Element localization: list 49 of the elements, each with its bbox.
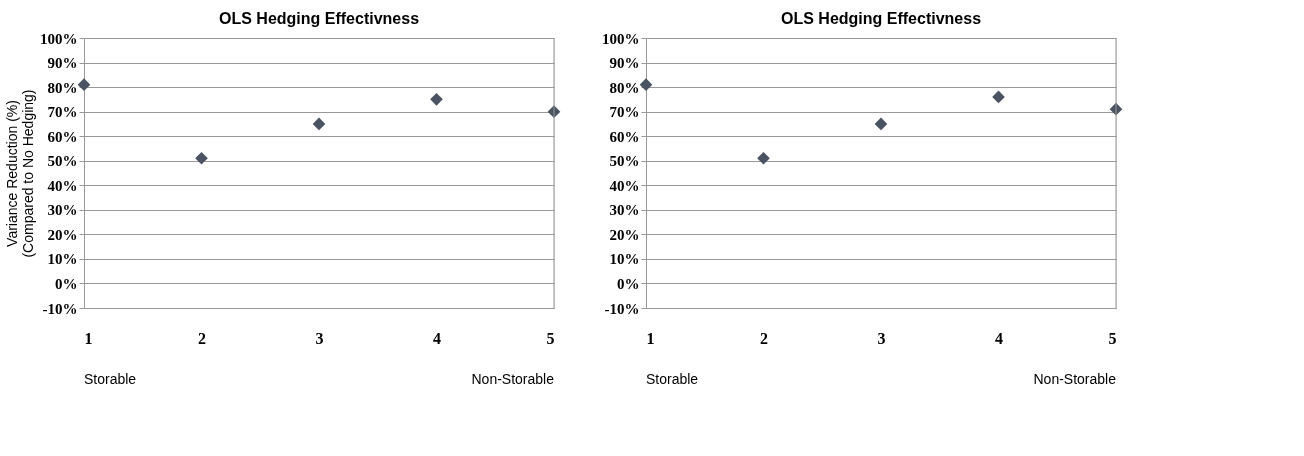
y-tick-label: 80% [609,79,640,96]
y-tick-label: 90% [47,55,78,72]
point [874,117,888,131]
y-tick-label: 90% [609,55,640,72]
point [430,93,443,106]
y-tick-label: 70% [609,104,640,121]
x-tick-label: 4 [433,329,441,347]
y-tick-label: -10% [604,300,640,317]
point [992,90,1005,104]
x-tick-label: 3 [315,329,324,347]
text: Non-Storable [471,371,555,387]
y-tick-label: 20% [609,226,640,243]
x-tick-label: 1 [84,329,93,347]
point [639,78,653,91]
y-tick-label: 60% [609,128,640,145]
point [312,117,326,131]
y-tick-label: 0% [55,275,78,292]
text: Storable [646,371,699,387]
y-tick-label: 0% [617,275,640,292]
y-tick-label: 20% [47,226,78,243]
x-tick-label: 1 [646,329,655,347]
y-tick-label: 70% [47,104,78,121]
y-tick-label: 10% [47,251,78,268]
x-tick-label: 2 [198,329,206,347]
point [757,151,770,165]
x-tick-label: 3 [877,329,886,347]
y-tick-label: -10% [42,300,78,317]
y-tick-label: 40% [47,177,78,194]
y-tick-label: 30% [47,202,78,219]
chart-title: OLS Hedging Effectivness [218,10,420,27]
x-tick-label: 2 [760,329,768,347]
y-tick-label: 50% [609,153,640,170]
chart-title: OLS Hedging Effectivness [780,10,982,27]
x-tick-label: 4 [995,329,1003,347]
y-tick-label: 10% [609,251,640,268]
y-tick-label: 100% [40,30,78,47]
point [77,78,91,91]
y-tick-label: 80% [47,79,78,96]
x-tick-label: 5 [1108,329,1117,347]
y-tick-label: 60% [47,128,78,145]
text: Non-Storable [1033,371,1117,387]
x-tick-label: 5 [546,329,555,347]
point [195,151,208,165]
y-tick-label: 100% [602,30,640,47]
text: Storable [84,371,137,387]
y-tick-label: 50% [47,153,78,170]
y-tick-label: 40% [609,177,640,194]
y-axis-title: Variance Reduction (%) (Compared to No Hedging) [4,89,36,258]
y-tick-label: 30% [609,202,640,219]
